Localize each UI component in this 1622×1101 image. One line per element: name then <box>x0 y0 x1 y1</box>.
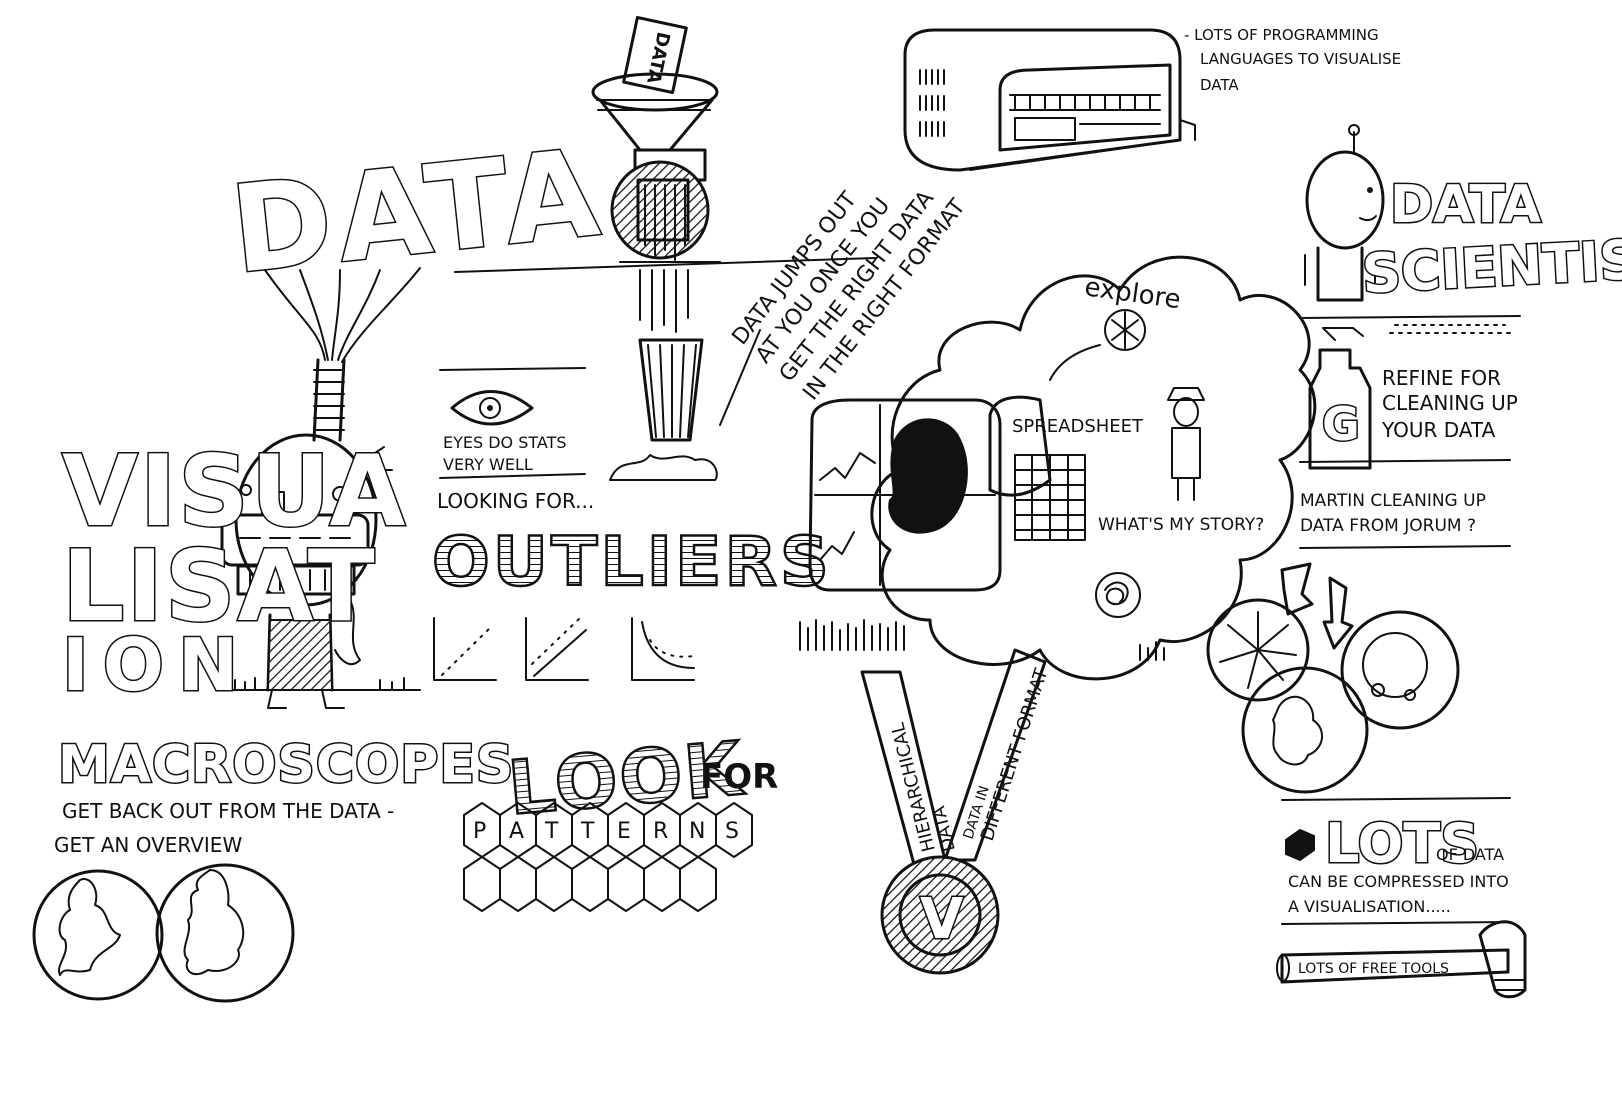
spreadsheet-label: SPREADSHEET <box>1012 416 1144 437</box>
martin-line-1: MARTIN CLEANING UP <box>1300 491 1486 511</box>
ribbon-left-line-1: HIERARCHICAL <box>887 720 939 853</box>
refine-line-3: YOUR DATA <box>1381 418 1496 442</box>
pattern-letter-r: R <box>653 819 668 844</box>
macroscopes-section: MACROSCOPES GET BACK OUT FROM THE DATA -… <box>32 734 515 1003</box>
scatter-chart-1 <box>433 617 497 681</box>
explore-label: explore <box>1083 272 1183 315</box>
pattern-letter-t1: T <box>544 819 559 844</box>
eyes-line-1: EYES DO STATS <box>443 433 567 452</box>
eye-icon <box>450 390 534 426</box>
bird-shape-icon <box>888 418 968 534</box>
languages-note: - LOTS OF PROGRAMMING LANGUAGES TO VISUA… <box>1184 26 1401 94</box>
martin-line-2: DATA FROM JORUM ? <box>1300 516 1476 536</box>
pattern-letter-n: N <box>689 819 705 844</box>
back-out-line-2: GET AN OVERVIEW <box>54 833 242 857</box>
lots-of-data-label: OF DATA <box>1436 845 1504 864</box>
languages-line-1: - LOTS OF PROGRAMMING <box>1184 26 1379 44</box>
thought-tree: SPREADSHEET explore WHAT'S MY STORY? <box>799 255 1317 681</box>
pattern-letter-s: S <box>725 819 739 844</box>
hammer-icon <box>1276 920 1527 999</box>
whats-my-story-label: WHAT'S MY STORY? <box>1098 515 1264 535</box>
back-out-line-1: GET BACK OUT FROM THE DATA - <box>62 799 394 823</box>
compressed-cube-icon <box>1285 828 1315 862</box>
look-for-patterns-section: LOOK FOR P A T T E R N S <box>463 725 778 912</box>
scribble-circle-icon <box>1095 572 1141 618</box>
outliers-title: OUTLIERS <box>432 523 832 602</box>
bubble-circle-icon <box>1340 610 1460 730</box>
medal-letter: V <box>920 887 964 952</box>
pattern-letter-t2: T <box>580 819 595 844</box>
scatter-chart-2 <box>525 617 589 681</box>
scientist-head <box>1305 150 1385 250</box>
refine-section: G REFINE FOR CLEANING UP YOUR DATA MARTI… <box>1299 327 1518 549</box>
data-funnel-illustration: DATA <box>591 16 761 481</box>
visualisation-line-1: VISUA <box>62 435 407 549</box>
spreadsheet-grid-icon <box>1014 454 1086 541</box>
map-circle-icon <box>1241 666 1369 794</box>
languages-line-2: LANGUAGES TO VISUALISE <box>1200 50 1401 68</box>
compressed-line-2: A VISUALISATION..... <box>1288 897 1451 916</box>
lots-of-data-section: LOTS OF DATA CAN BE COMPRESSED INTO A VI… <box>1276 797 1527 999</box>
visualisation-title: VISUA LISAT ION <box>61 434 407 709</box>
pattern-letter-a: A <box>509 819 524 844</box>
explore-icon <box>1104 309 1146 351</box>
free-tools-label: LOTS OF FREE TOOLS <box>1298 961 1449 977</box>
refine-line-1: REFINE FOR <box>1382 366 1501 390</box>
computer-illustration <box>903 28 1196 172</box>
pattern-letter-e: E <box>617 819 631 844</box>
map-globe-1 <box>32 869 164 1001</box>
scatter-chart-3 <box>631 617 695 681</box>
look-title: LOOK <box>505 726 748 832</box>
lots-title: LOTS <box>1325 812 1479 875</box>
data-big-title: DATA <box>225 124 610 301</box>
ribbon-right-line-2: DIFFERENT FORMAT <box>977 665 1053 843</box>
map-globe-2 <box>155 863 295 1003</box>
outliers-section: LOOKING FOR... OUTLIERS <box>431 489 832 681</box>
languages-line-3: DATA <box>1200 76 1239 94</box>
cluster-circles <box>1206 562 1460 794</box>
spray-bottle-icon <box>1308 348 1372 470</box>
pattern-letter-p: P <box>473 819 486 844</box>
data-jumps-out-note: DATA JUMPS OUT AT YOU ONCE YOU GET THE R… <box>728 186 971 405</box>
looking-for-label: LOOKING FOR... <box>437 489 594 513</box>
network-circle-icon <box>1206 598 1310 702</box>
for-label: FOR <box>700 757 778 797</box>
refine-g-letter: G <box>1322 397 1360 451</box>
analyst-figure <box>1167 387 1205 501</box>
medal-illustration: HIERARCHICAL DATA DATA IN DIFFERENT FORM… <box>860 648 1053 975</box>
compressed-line-1: CAN BE COMPRESSED INTO <box>1288 872 1509 891</box>
connector-line <box>454 257 876 273</box>
data-scientist-section: DATA SCIENTIST <box>1299 124 1622 334</box>
data-scientist-line-1: DATA <box>1390 175 1541 235</box>
data-scientist-line-2: SCIENTIST <box>1360 226 1622 305</box>
eyes-line-2: VERY WELL <box>443 455 533 474</box>
eyes-section: EYES DO STATS VERY WELL <box>439 367 586 479</box>
data-card-label: DATA <box>642 30 673 86</box>
patterns-hexagons <box>463 802 753 912</box>
refine-line-2: CLEANING UP <box>1382 391 1518 415</box>
macroscopes-title: MACROSCOPES <box>58 735 514 795</box>
visualisation-line-2: LISAT <box>62 530 377 644</box>
visualisation-line-3: ION <box>62 623 252 707</box>
